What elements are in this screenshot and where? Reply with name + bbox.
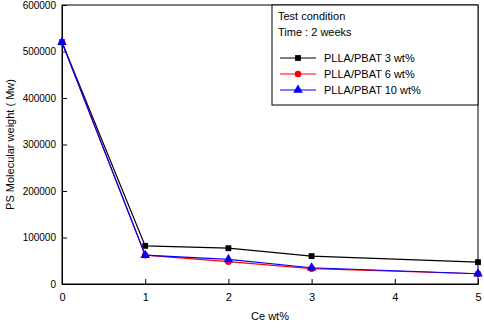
x-tick-label: 0 xyxy=(59,291,65,303)
x-tick-mark xyxy=(145,279,146,284)
y-tick-mark xyxy=(62,284,67,285)
series-marker xyxy=(224,254,234,262)
x-tick-label: 4 xyxy=(392,291,398,303)
y-tick: 0 xyxy=(50,279,67,290)
x-tick: 2 xyxy=(226,279,232,303)
legend-marker xyxy=(293,84,303,92)
y-tick: 400000 xyxy=(23,93,67,104)
y-axis: 0 100000 200000 300000 400000 500000 600000 xyxy=(23,0,67,290)
plot-frame xyxy=(62,5,478,284)
y-tick-mark xyxy=(62,5,67,6)
x-tick-mark xyxy=(228,279,229,284)
x-tick: 3 xyxy=(309,279,315,303)
y-tick: 600000 xyxy=(23,0,67,11)
x-axis-line xyxy=(63,284,479,285)
legend: Test condition Time : 2 weeks PLLA/PBAT 3 … xyxy=(272,5,478,105)
x-axis-title: Ce wt% xyxy=(251,310,289,322)
annotation: Time : 2 weeks xyxy=(278,26,352,38)
x-tick-mark xyxy=(395,279,396,284)
y-tick-mark xyxy=(62,145,67,146)
y-axis-title: PS Molecular weight ( Mw) xyxy=(4,79,16,210)
series-marker xyxy=(140,250,150,258)
series-marker xyxy=(307,262,317,270)
y-tick-label: 600000 xyxy=(23,0,57,11)
y-tick-label: 400000 xyxy=(23,93,57,104)
legend-label: PLLA/PBAT 3 wt% xyxy=(324,52,415,64)
x-tick-mark xyxy=(478,279,479,284)
legend-label: PLLA/PBAT 6 wt% xyxy=(324,68,415,80)
x-tick-mark xyxy=(312,279,313,284)
series-marker xyxy=(309,253,315,259)
y-tick-label: 100000 xyxy=(23,232,57,243)
legend-box xyxy=(272,5,478,105)
legend-marker xyxy=(295,71,302,78)
series-marker xyxy=(475,259,481,265)
plot: 0 1 2 3 4 5 0 100000 200000 300000 400000 500000 600… xyxy=(23,0,483,303)
y-tick-label: 0 xyxy=(50,279,56,290)
series-marker xyxy=(473,268,483,276)
y-tick: 500000 xyxy=(23,46,67,57)
y-tick-label: 200000 xyxy=(23,186,57,197)
chart: 0 1 2 3 4 5 0 100000 200000 300000 400000 500000 600… xyxy=(0,0,484,328)
x-tick: 4 xyxy=(392,279,398,303)
x-axis: 0 1 2 3 4 5 xyxy=(59,279,481,303)
annotation: Test condition xyxy=(278,10,345,22)
x-tick: 5 xyxy=(475,279,481,303)
y-tick-label: 300000 xyxy=(23,139,57,150)
y-tick-mark xyxy=(62,238,67,239)
y-tick: 200000 xyxy=(23,186,67,197)
y-tick-mark xyxy=(62,98,67,99)
series-marker xyxy=(225,245,231,251)
x-tick-label: 1 xyxy=(143,291,149,303)
y-tick: 300000 xyxy=(23,139,67,150)
x-tick-label: 2 xyxy=(226,291,232,303)
series-marker xyxy=(142,243,148,249)
series-marker xyxy=(57,37,67,45)
y-tick: 100000 xyxy=(23,232,67,243)
legend-label: PLLA/PBAT 10 wt% xyxy=(324,84,421,96)
legend-marker xyxy=(295,55,301,61)
y-tick-mark xyxy=(62,191,67,192)
x-tick-label: 5 xyxy=(475,291,481,303)
x-tick: 1 xyxy=(143,279,149,303)
x-tick-label: 3 xyxy=(309,291,315,303)
y-tick-label: 500000 xyxy=(23,46,57,57)
